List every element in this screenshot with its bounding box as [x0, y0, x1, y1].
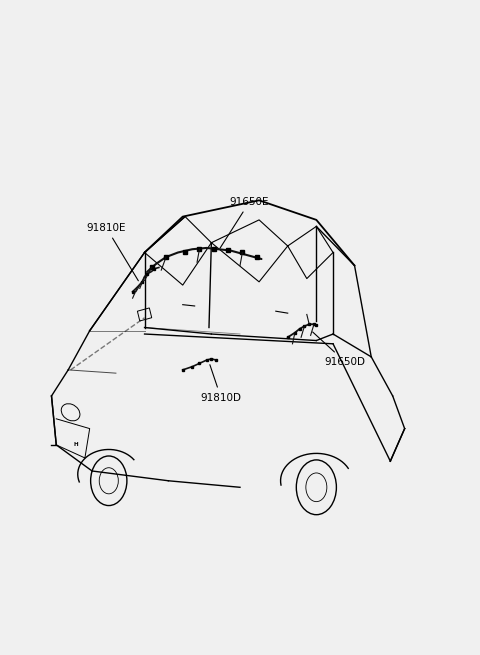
Text: H: H: [73, 442, 78, 447]
Text: 91650D: 91650D: [312, 332, 365, 367]
Text: 91650E: 91650E: [220, 197, 269, 248]
Text: 91810E: 91810E: [86, 223, 138, 281]
Text: 91810D: 91810D: [201, 365, 241, 403]
